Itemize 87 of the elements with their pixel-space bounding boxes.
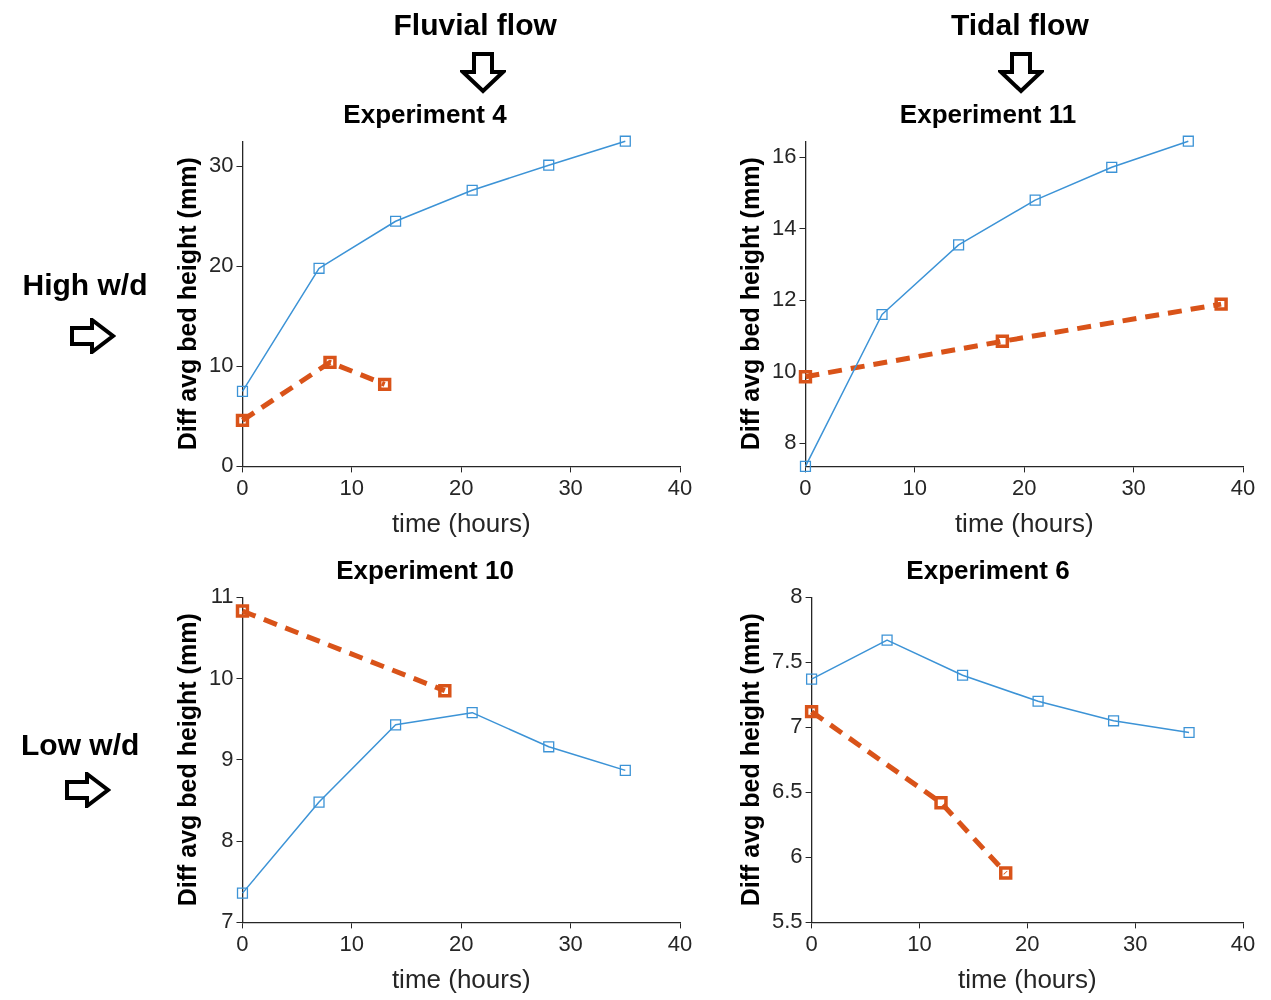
y-tick-label: 7	[790, 713, 803, 739]
y-tick-label: 10	[771, 357, 797, 383]
point	[377, 377, 392, 392]
y-tick-label: 16	[771, 143, 797, 169]
y-tick-label: 11	[210, 583, 234, 609]
point	[876, 308, 888, 321]
x-tick-label: 30	[558, 930, 583, 956]
x-tick-label: 20	[1015, 930, 1040, 956]
x-tick-label: 20	[1011, 474, 1037, 500]
point	[1029, 194, 1041, 206]
point	[466, 184, 478, 196]
x-tick-label: 30	[1122, 930, 1148, 956]
text: Low w/d	[21, 728, 140, 762]
y-tick-label: 9	[221, 745, 234, 771]
point	[956, 669, 969, 681]
text: High w/d	[22, 268, 148, 302]
y-tick-label: 0	[221, 452, 234, 478]
point	[543, 159, 555, 171]
y-axis-title: Diff avg bed height (mm)	[735, 157, 764, 451]
point	[799, 460, 812, 472]
x-tick-label: 10	[339, 474, 365, 500]
point	[934, 796, 948, 810]
chart-title: Experiment 11	[899, 98, 1077, 129]
point	[390, 215, 402, 227]
point	[619, 764, 631, 776]
point	[619, 135, 631, 147]
point	[1183, 726, 1195, 739]
point	[798, 370, 813, 384]
point	[390, 719, 402, 731]
point	[235, 604, 250, 618]
y-tick-label: 6.5	[771, 778, 803, 804]
x-tick-label: 40	[667, 474, 693, 500]
x-tick-label: 30	[1121, 474, 1146, 500]
chart-title: Experiment 4	[343, 98, 508, 129]
y-tick-label: 7.5	[771, 648, 803, 674]
x-tick-label: 40	[1230, 930, 1256, 956]
point	[995, 334, 1010, 349]
point	[466, 707, 478, 719]
y-tick-label: 30	[208, 152, 234, 178]
x-tick-label: 20	[448, 930, 474, 956]
point	[1107, 715, 1120, 727]
y-tick-label: 7	[221, 908, 234, 934]
text: Fluvial flow	[393, 8, 557, 42]
point	[323, 355, 337, 370]
y-tick-label: 8	[790, 583, 803, 609]
point	[881, 634, 893, 646]
y-axis-title: Diff avg bed height (mm)	[172, 157, 201, 451]
point	[543, 741, 555, 753]
point	[804, 704, 819, 719]
y-tick-label: 14	[771, 214, 797, 240]
point	[236, 887, 249, 899]
chart-title: Experiment 6	[906, 554, 1070, 585]
point	[313, 796, 325, 808]
point	[236, 385, 249, 397]
y-tick-label: 10	[208, 352, 234, 378]
y-tick-label: 8	[221, 827, 234, 853]
x-tick-label: 40	[667, 930, 693, 956]
y-tick-label: 10	[208, 664, 234, 690]
chart-title: Experiment 10	[336, 554, 514, 585]
y-axis-title: Diff avg bed height (mm)	[172, 613, 201, 907]
point	[235, 413, 250, 428]
x-tick-label: 10	[907, 930, 932, 956]
point	[313, 262, 325, 274]
point	[805, 673, 818, 685]
point	[999, 866, 1013, 880]
x-tick-label: 20	[448, 474, 474, 500]
x-tick-label: 30	[558, 474, 583, 500]
y-tick-label: 6	[790, 843, 803, 869]
y-axis-title: Diff avg bed height (mm)	[735, 613, 764, 907]
x-axis-title: time (hours)	[954, 507, 1094, 538]
text: Tidal flow	[951, 8, 1089, 42]
point	[1214, 297, 1228, 311]
point	[1182, 135, 1194, 147]
y-tick-label: 20	[208, 252, 234, 278]
x-axis-title: time (hours)	[391, 963, 531, 994]
x-tick-label: 10	[902, 474, 928, 500]
point	[953, 239, 965, 251]
point	[1032, 695, 1044, 707]
y-tick-label: 8	[784, 429, 797, 455]
x-tick-label: 10	[339, 930, 365, 956]
y-tick-label: 12	[771, 286, 797, 312]
x-axis-title: time (hours)	[957, 963, 1097, 994]
x-tick-label: 40	[1230, 474, 1256, 500]
y-tick-label: 5.5	[771, 908, 803, 934]
point	[1106, 161, 1118, 173]
x-axis-title: time (hours)	[391, 507, 531, 538]
point	[438, 684, 452, 698]
